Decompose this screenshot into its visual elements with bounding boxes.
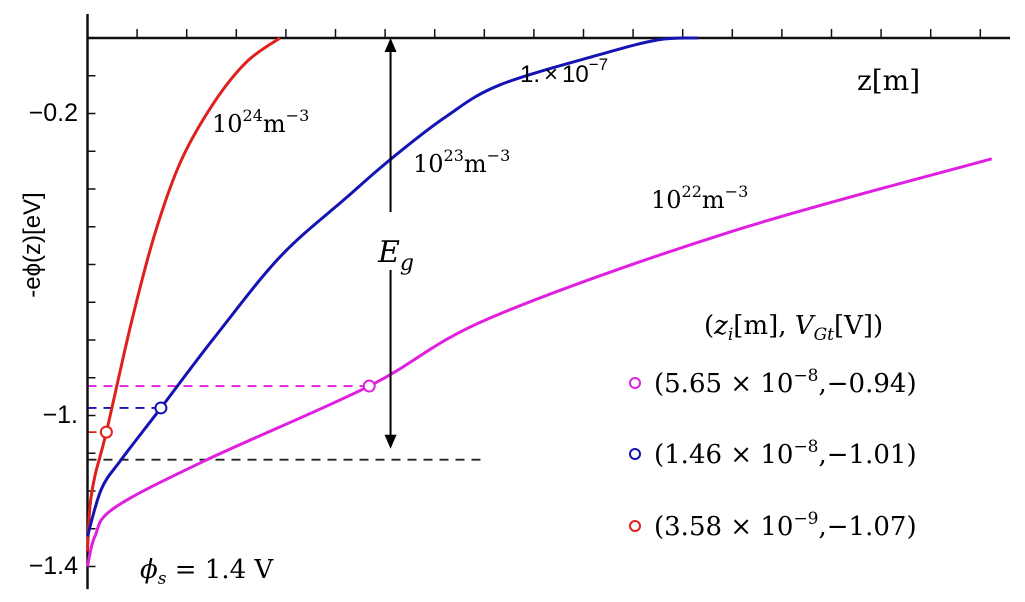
legend-entry: (1.46 × 10−8,−1.01) bbox=[654, 437, 917, 470]
dashed-reference-lines bbox=[87, 385, 484, 461]
eg-label: Eg bbox=[377, 235, 414, 276]
legend-marker-icon bbox=[629, 377, 641, 389]
y-tick-label: −0.2 bbox=[29, 99, 78, 127]
legend-entry: (5.65 × 10−8,−0.94) bbox=[654, 366, 917, 399]
surface-potential-label: ϕs = 1.4 V bbox=[140, 555, 274, 589]
legend-title: (zi[m], VGt[V]) bbox=[704, 311, 883, 345]
legend-entry: (3.58 × 10−9,−1.07) bbox=[654, 509, 917, 542]
series-line-1 bbox=[86, 36, 698, 537]
data-marker bbox=[99, 425, 113, 439]
x-tick-label-1e-7: 1. × 10−7 bbox=[520, 55, 608, 88]
arrow-head-down-icon bbox=[384, 434, 397, 449]
arrow-head-up-icon bbox=[384, 38, 397, 52]
series-label-1e24: 1024m−3 bbox=[212, 106, 309, 138]
series-label-1e22: 1022m−3 bbox=[651, 182, 748, 214]
data-marker bbox=[362, 379, 376, 393]
markers bbox=[99, 379, 376, 439]
series-label-1e23: 1023m−3 bbox=[413, 146, 510, 178]
y-tick-label: −1. bbox=[43, 401, 78, 429]
legend-marker-icon bbox=[629, 520, 641, 532]
legend-marker-icon bbox=[629, 448, 641, 460]
legend: (zi[m], VGt[V]) (5.65 × 10−8,−0.94) (1.46… bbox=[629, 311, 917, 542]
axes bbox=[86, 14, 1011, 590]
data-marker bbox=[154, 401, 168, 415]
x-axis-label: z[m] bbox=[857, 64, 920, 97]
y-axis-label: -eϕ(z)[eV] bbox=[19, 192, 46, 297]
series-line-2 bbox=[86, 157, 993, 567]
y-tick-label: −1.4 bbox=[29, 552, 78, 580]
series-line-0 bbox=[86, 36, 281, 552]
